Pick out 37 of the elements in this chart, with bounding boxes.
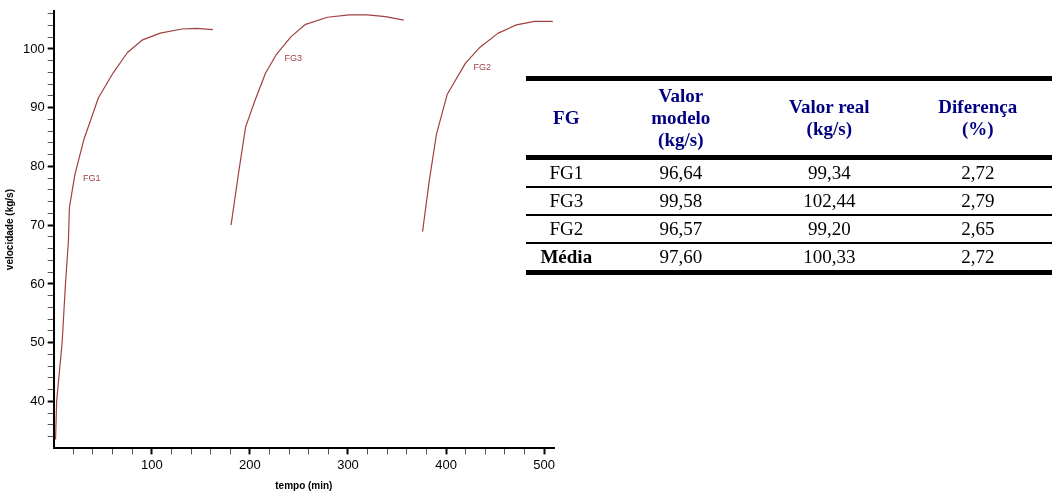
x-axis-title: tempo (min): [275, 479, 333, 491]
series-label: FG3: [284, 52, 302, 63]
series-label: FG1: [82, 173, 101, 184]
text: Diferença (%): [937, 96, 1019, 140]
data-label: 99,58: [606, 187, 756, 215]
x-tick-label: 100: [140, 456, 163, 472]
text: Valor real (kg/s): [788, 96, 871, 140]
category-label: FG2: [526, 215, 607, 243]
category-label: Média: [526, 243, 607, 273]
y-tick-label: 50: [30, 334, 45, 350]
y-tick-label: 60: [30, 275, 45, 291]
text: Valor modelo (kg/s): [650, 85, 712, 151]
y-tick-label: 80: [30, 158, 45, 174]
text: FG: [552, 106, 581, 130]
data-label: 97,60: [606, 243, 756, 273]
data-label: 2,72: [960, 161, 996, 185]
x-tick-label: 400: [435, 456, 457, 472]
y-tick-label: 70: [30, 216, 45, 232]
y-tick-label: 90: [30, 99, 45, 115]
category-label: FG3: [526, 187, 607, 215]
data-label: 2,65: [903, 215, 1052, 243]
data-label: 99,20: [755, 215, 904, 243]
category-label: FG1: [548, 161, 585, 185]
x-tick-label: 500: [533, 456, 556, 472]
y-axis-title: velocidade (kg/s): [3, 189, 15, 271]
data-label: 96,64: [658, 161, 704, 185]
y-tick-label: 100: [22, 40, 45, 56]
x-tick-label: 200: [239, 456, 261, 472]
data-label: 96,57: [606, 215, 756, 243]
y-tick-label: 40: [30, 392, 45, 408]
data-label: 99,34: [806, 161, 852, 185]
series-label: FG2: [473, 61, 492, 72]
data-label: 2,79: [903, 187, 1052, 215]
data-label: 2,72: [903, 243, 1052, 273]
data-label: 102,44: [755, 187, 904, 215]
x-tick-label: 300: [337, 456, 359, 472]
data-label: 100,33: [755, 243, 904, 273]
